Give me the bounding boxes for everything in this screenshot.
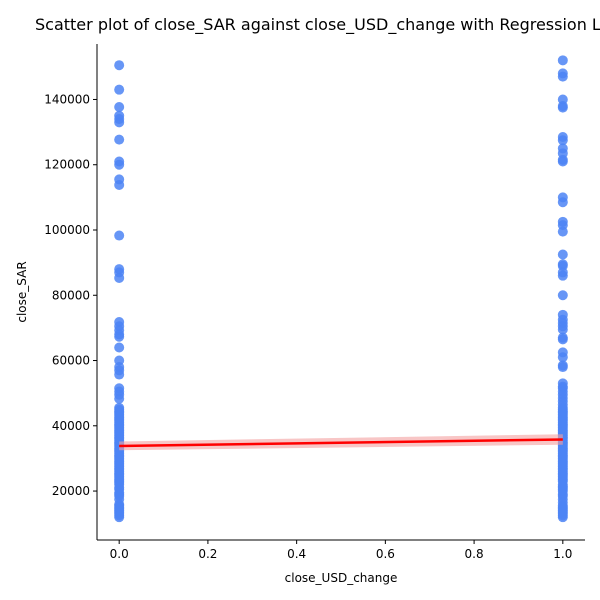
y-tick-label: 20000: [52, 484, 90, 498]
scatter-point: [114, 342, 125, 353]
y-tick-label: 120000: [44, 158, 90, 172]
scatter-point: [557, 324, 568, 335]
scatter-point: [114, 331, 125, 342]
scatter-point: [557, 512, 568, 523]
scatter-point: [114, 134, 125, 145]
scatter-point: [557, 362, 568, 373]
scatter-point: [114, 117, 125, 128]
x-tick-label: 0.4: [287, 547, 306, 561]
scatter-point: [114, 179, 125, 190]
y-tick-label: 140000: [44, 92, 90, 106]
x-tick-label: 0.8: [465, 547, 484, 561]
y-axis-ticks: 20000 40000 60000 80000 100000 120000 140000: [44, 92, 97, 498]
scatter-point: [557, 226, 568, 237]
x-axis-ticks: 0.0 0.2 0.4 0.6 0.8 1.0: [110, 540, 572, 561]
y-tick-label: 80000: [52, 288, 90, 302]
scatter-point: [557, 156, 568, 167]
y-tick-label: 40000: [52, 419, 90, 433]
y-tick-label: 100000: [44, 223, 90, 237]
x-tick-label: 0.0: [110, 547, 129, 561]
scatter-point: [114, 159, 125, 170]
scatter-point: [557, 334, 568, 345]
scatter-point: [114, 393, 125, 404]
plot-area: [114, 55, 568, 523]
x-tick-label: 0.6: [376, 547, 395, 561]
scatter-point: [114, 101, 125, 112]
scatter-point: [557, 290, 568, 301]
scatter-point: [114, 230, 125, 241]
chart-title: Scatter plot of close_SAR against close_…: [35, 15, 600, 35]
scatter-point: [557, 197, 568, 208]
scatter-point: [114, 60, 125, 71]
scatter-point: [114, 84, 125, 95]
scatter-point: [557, 55, 568, 66]
y-tick-label: 60000: [52, 354, 90, 368]
scatter-point: [557, 135, 568, 146]
scatter-point: [114, 272, 125, 283]
scatter-point: [557, 102, 568, 113]
regression-line: [119, 438, 563, 448]
scatter-point: [557, 249, 568, 260]
y-axis-label: close_SAR: [15, 261, 29, 322]
x-axis-label: close_USD_change: [285, 571, 398, 585]
scatter-point: [557, 352, 568, 363]
x-tick-label: 1.0: [553, 547, 572, 561]
scatter-point: [557, 270, 568, 281]
scatter-point: [114, 369, 125, 380]
scatter-point: [557, 71, 568, 82]
scatter-point: [114, 512, 125, 523]
x-tick-label: 0.2: [198, 547, 217, 561]
